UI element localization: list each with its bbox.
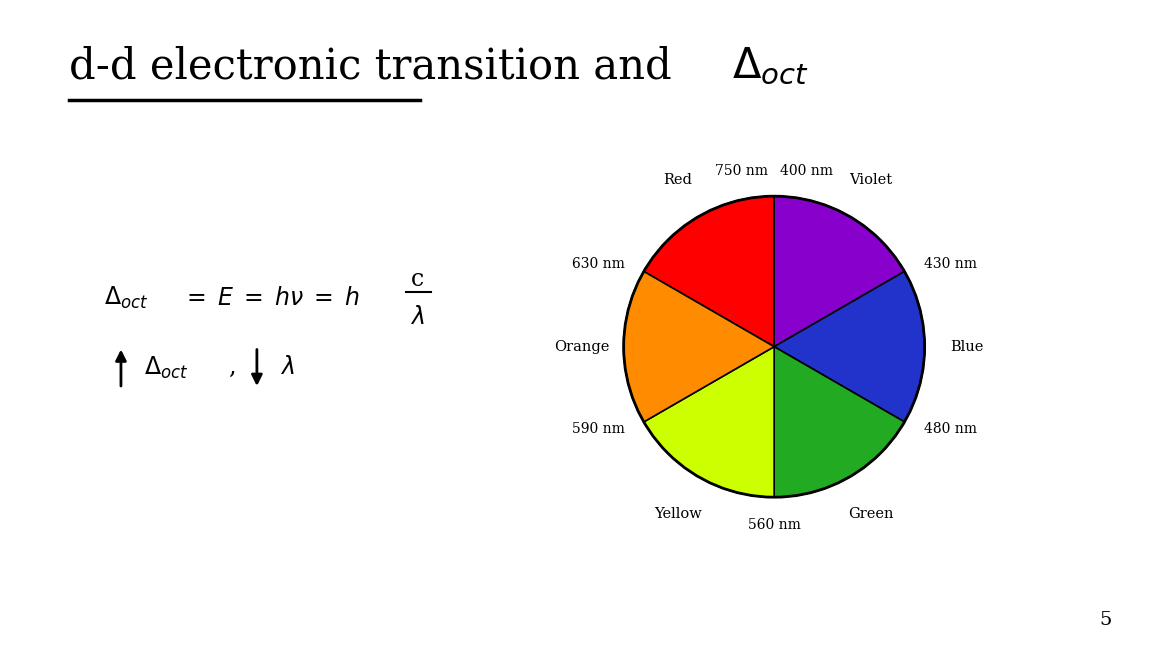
Wedge shape: [774, 347, 904, 497]
Text: Red: Red: [664, 173, 692, 187]
Text: 590 nm: 590 nm: [571, 422, 624, 437]
Text: Orange: Orange: [554, 340, 609, 354]
Text: 400 nm: 400 nm: [780, 164, 833, 178]
Text: 750 nm: 750 nm: [715, 164, 768, 178]
Text: 5: 5: [1099, 610, 1112, 629]
Text: d-d electronic transition and: d-d electronic transition and: [69, 45, 685, 87]
Text: Violet: Violet: [849, 173, 892, 187]
Text: Blue: Blue: [950, 340, 984, 354]
Text: ,: ,: [228, 356, 236, 379]
Text: 560 nm: 560 nm: [748, 518, 801, 532]
Text: $\Delta_{oct}$: $\Delta_{oct}$: [104, 285, 149, 311]
Wedge shape: [623, 272, 774, 422]
Text: $\lambda$: $\lambda$: [410, 306, 424, 329]
Wedge shape: [774, 272, 925, 422]
Wedge shape: [644, 196, 774, 347]
Text: Green: Green: [848, 507, 893, 520]
Text: $\lambda$: $\lambda$: [280, 356, 295, 379]
Text: 430 nm: 430 nm: [924, 257, 977, 271]
Text: Yellow: Yellow: [654, 507, 702, 520]
Wedge shape: [774, 196, 904, 347]
Text: $\Delta_{oct}$: $\Delta_{oct}$: [144, 354, 189, 381]
Text: 480 nm: 480 nm: [924, 422, 977, 437]
Text: 630 nm: 630 nm: [571, 257, 624, 271]
Wedge shape: [644, 347, 774, 497]
Text: $=\;E\;=\;h\nu\;=\;h$: $=\;E\;=\;h\nu\;=\;h$: [182, 286, 359, 310]
Text: $\Delta_{oct}$: $\Delta_{oct}$: [732, 45, 809, 87]
Text: c: c: [410, 268, 424, 292]
